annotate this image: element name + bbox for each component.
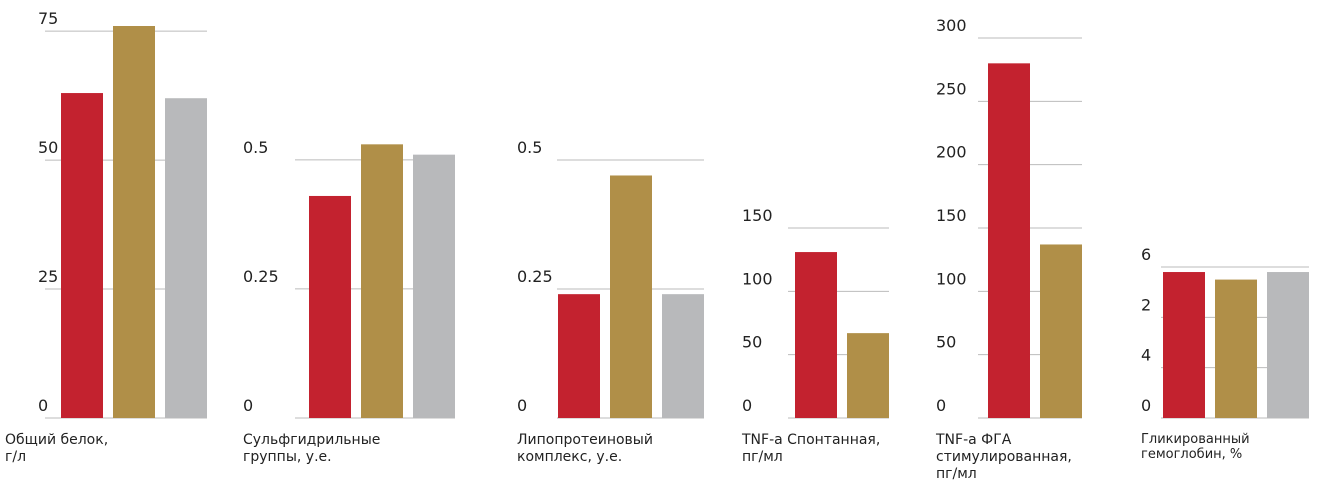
y-tick-label: 100 [742,269,773,288]
y-tick-label: 200 [936,143,967,162]
y-tick-label: 25 [38,267,58,286]
bar [1215,279,1257,418]
chart-title: Гликированный гемоглобин, % [1141,432,1250,462]
y-tick-label: 6 [1141,245,1151,264]
y-tick-label: 300 [936,16,967,35]
y-tick-label: 0.25 [243,267,279,286]
y-tick-label: 2 [1141,295,1151,314]
bar [988,63,1030,418]
y-tick-label: 150 [936,206,967,225]
bar [113,26,155,418]
y-tick-label: 0 [1141,396,1151,415]
y-tick-label: 0.5 [243,138,268,157]
bar [361,144,403,418]
bar [413,154,455,418]
bar [795,252,837,418]
bar [309,195,351,418]
y-tick-label: 75 [38,9,58,28]
chart-title: Сульфгидрильные группы, у.е. [243,432,381,465]
y-tick-label: 4 [1141,346,1151,365]
y-tick-label: 50 [38,138,58,157]
chart-title: TNF-a ФГА стимулированная, пг/мл [936,432,1072,482]
y-tick-label: 50 [742,333,762,352]
bar [1040,244,1082,418]
y-tick-label: 0 [243,396,253,415]
y-tick-label: 0.25 [517,267,553,286]
y-tick-label: 100 [936,269,967,288]
y-tick-label: 0 [517,396,527,415]
y-tick-label: 0 [936,396,946,415]
bar [61,93,103,418]
bar [1267,272,1309,418]
y-tick-label: 0.5 [517,138,542,157]
y-tick-label: 0 [38,396,48,415]
y-tick-label: 150 [742,206,773,225]
bar [847,333,889,418]
bar [558,294,600,418]
y-tick-label: 50 [936,333,956,352]
bar [610,175,652,418]
bar [662,294,704,418]
chart-title: Общий белок, г/л [5,432,109,465]
bar [165,98,207,419]
bar [1163,272,1205,418]
y-tick-label: 250 [936,79,967,98]
chart-title: TNF-a Спонтанная, пг/мл [742,432,881,465]
chart-title: Липопротеиновый комплекс, у.е. [517,432,653,465]
y-tick-label: 0 [742,396,752,415]
